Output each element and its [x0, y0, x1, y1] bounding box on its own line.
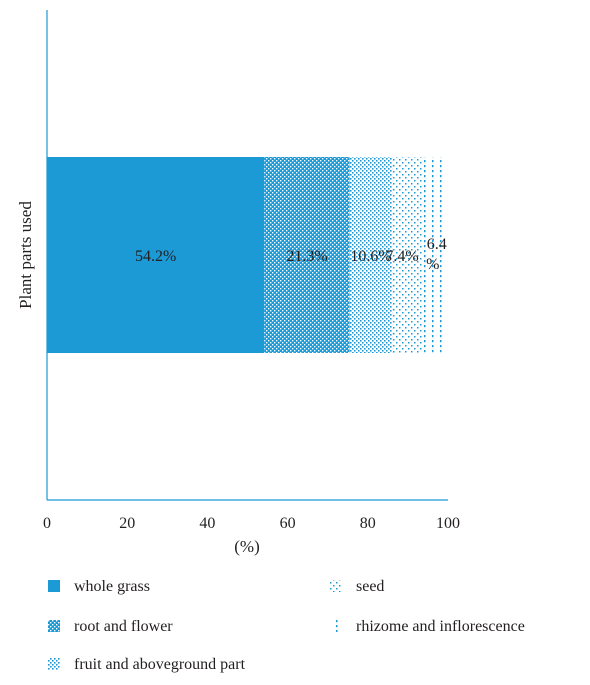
x-tick-label-80: 80 — [360, 515, 376, 532]
data-label-seed: 7.4% — [385, 248, 418, 265]
data-label-rhizome-and-inflorescence: 6.4% — [426, 236, 447, 273]
legend-label-seed: seed — [356, 578, 384, 595]
legend-swatch-seed — [330, 580, 342, 592]
legend-swatch-rhizome-and-inflorescence — [330, 620, 342, 632]
data-label-root-and-flower: 21.3% — [286, 248, 327, 265]
legend-swatch-fruit-and-aboveground-part — [48, 658, 60, 670]
y-axis-label: Plant parts used — [16, 201, 35, 309]
x-tick-label-20: 20 — [119, 515, 135, 532]
data-label-fruit-and-aboveground-part: 10.6% — [350, 248, 391, 265]
legend-label-whole-grass: whole grass — [74, 578, 150, 595]
x-tick-label-60: 60 — [280, 515, 296, 532]
bar-segment-rhizome-and-inflorescence — [421, 157, 448, 353]
bar-segment-whole-grass — [47, 157, 265, 353]
legend-swatch-whole-grass — [48, 580, 60, 592]
x-tick-label-0: 0 — [43, 515, 51, 532]
bar-segment-fruit-and-aboveground-part — [349, 157, 393, 353]
legend-label-rhizome-and-inflorescence: rhizome and inflorescence — [356, 618, 525, 635]
bar-segment-root-and-flower — [264, 157, 350, 353]
legend-swatch-root-and-flower — [48, 620, 60, 632]
x-tick-label-100: 100 — [436, 515, 460, 532]
x-axis-label: (%) — [234, 537, 259, 556]
legend-label-fruit-and-aboveground-part: fruit and aboveground part — [74, 656, 246, 673]
bar-segment-seed — [392, 157, 422, 353]
legend-label-root-and-flower: root and flower — [74, 618, 173, 635]
x-tick-label-40: 40 — [199, 515, 215, 532]
data-label-whole-grass: 54.2% — [135, 248, 176, 265]
